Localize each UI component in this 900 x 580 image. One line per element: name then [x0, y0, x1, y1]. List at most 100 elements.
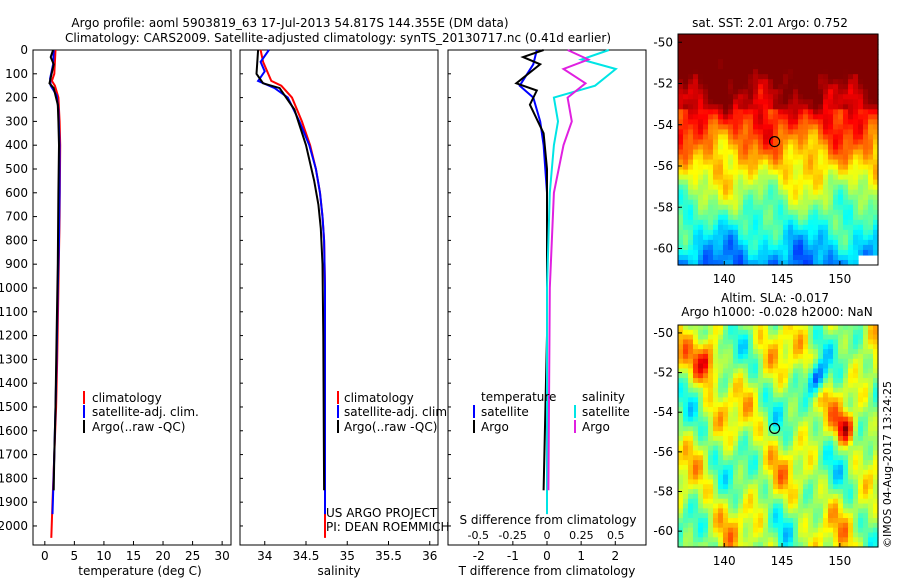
- map-cell: [868, 149, 874, 156]
- map-cell: [698, 219, 704, 226]
- map-cell: [738, 445, 744, 452]
- map-cell: [728, 124, 734, 131]
- map-cell: [823, 254, 829, 261]
- map-cell: [803, 89, 809, 95]
- map-cell: [743, 199, 749, 206]
- map-cell: [803, 489, 809, 495]
- map-cell: [798, 493, 804, 500]
- map-cell: [718, 508, 724, 514]
- map-cell: [783, 159, 789, 166]
- map-cell: [688, 214, 694, 221]
- map-cell: [788, 254, 794, 261]
- map-cell: [758, 508, 764, 514]
- map-cell: [788, 179, 794, 186]
- map-cell: [798, 474, 804, 481]
- map-cell: [833, 469, 839, 476]
- map-cell: [843, 489, 849, 495]
- salinity-legend: climatology satellite-adj. clim. Argo(..…: [337, 391, 451, 434]
- map-cell: [773, 184, 779, 191]
- map-cell: [678, 214, 684, 221]
- map-cell: [778, 489, 784, 495]
- map-cell: [868, 479, 874, 485]
- map-cell: [828, 229, 834, 236]
- map-cell: [678, 518, 684, 524]
- depth-tick-label: 1000: [0, 281, 28, 295]
- map-cell: [838, 460, 844, 466]
- map-cell: [783, 69, 789, 75]
- map-cell: [678, 416, 684, 423]
- map-cell: [783, 411, 789, 418]
- map-cell: [733, 244, 739, 251]
- map-cell: [718, 244, 724, 251]
- map-cell: [803, 440, 809, 447]
- map-cell: [773, 219, 779, 226]
- map-cell: [683, 455, 689, 461]
- map-cell: [808, 436, 814, 442]
- map-cell: [768, 358, 774, 365]
- map-cell: [763, 179, 769, 186]
- map-cell: [808, 489, 814, 495]
- map-cell: [753, 344, 759, 350]
- map-cell: [803, 84, 809, 90]
- map-cell: [843, 94, 849, 100]
- map-cell: [698, 537, 704, 543]
- map-cell: [793, 109, 799, 115]
- map-cell: [798, 64, 804, 70]
- map-cell: [773, 89, 779, 95]
- map-cell: [853, 74, 859, 80]
- map-cell: [738, 503, 744, 509]
- map-cell: [803, 259, 809, 266]
- map-cell: [803, 69, 809, 75]
- map-cell: [693, 378, 699, 384]
- map-cell: [728, 89, 734, 95]
- map-cell: [873, 249, 879, 256]
- map-cell: [698, 194, 704, 201]
- map-cell: [803, 54, 809, 60]
- map-cell: [848, 411, 854, 418]
- map-cell: [783, 382, 789, 389]
- map-cell: [783, 518, 789, 524]
- map-cell: [853, 39, 859, 45]
- map-cell: [773, 149, 779, 156]
- map-cell: [788, 44, 794, 50]
- map-cell: [768, 94, 774, 100]
- map-cell: [723, 99, 729, 105]
- map-cell: [773, 508, 779, 514]
- map-cell: [873, 542, 879, 548]
- map-cell: [843, 139, 849, 146]
- map-cell: [813, 144, 819, 151]
- map-cell: [763, 474, 769, 481]
- map-cell: [853, 416, 859, 423]
- map-cell: [838, 440, 844, 447]
- map-cell: [703, 179, 709, 186]
- map-cell: [753, 84, 759, 90]
- map-cell: [783, 469, 789, 476]
- map-cell: [768, 164, 774, 171]
- difference-legend: temperature salinity satellite Argo sate…: [473, 390, 630, 434]
- map-cell: [768, 368, 774, 374]
- map-cell: [858, 199, 864, 206]
- map-cell: [803, 169, 809, 176]
- map-cell: [693, 518, 699, 524]
- map-cell: [733, 532, 739, 538]
- map-cell: [823, 450, 829, 456]
- map-cell: [803, 129, 809, 136]
- map-cell: [858, 513, 864, 519]
- map-cell: [863, 84, 869, 90]
- map-cell: [693, 44, 699, 50]
- map-cell: [753, 174, 759, 181]
- map-cell: [833, 325, 839, 331]
- map-cell: [818, 411, 824, 418]
- map-cell: [748, 382, 754, 389]
- map-cell: [703, 169, 709, 176]
- map-cell: [848, 436, 854, 442]
- map-cell: [858, 84, 864, 90]
- map-cell: [793, 479, 799, 485]
- map-cell: [798, 89, 804, 95]
- map-cell: [793, 164, 799, 171]
- map-y-tick-label: -60: [653, 524, 673, 538]
- map-cell: [873, 164, 879, 171]
- map-cell: [758, 224, 764, 231]
- map-cell: [698, 54, 704, 60]
- map-cell: [703, 69, 709, 75]
